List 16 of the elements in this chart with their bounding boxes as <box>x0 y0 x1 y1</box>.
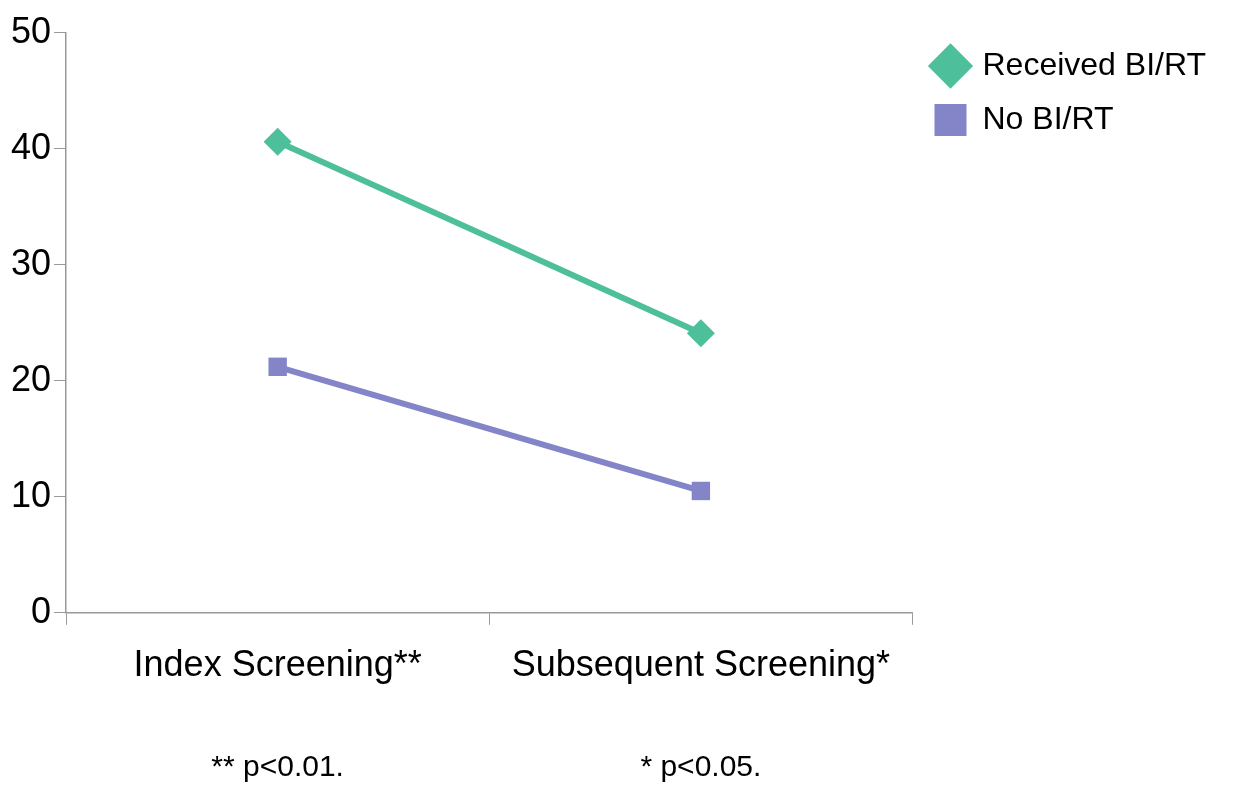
x-tick-label: Subsequent Screening* <box>511 643 891 685</box>
point <box>691 481 711 501</box>
y-tick-label: 40 <box>11 125 52 167</box>
point <box>263 127 292 156</box>
legend-label: Received BI/RT <box>982 45 1206 82</box>
legend-label: No BI/RT <box>982 99 1114 136</box>
y-tick-label: 0 <box>31 589 52 631</box>
point <box>268 357 287 376</box>
text: ** p<0.01. <box>211 749 344 782</box>
y-tick-label: 30 <box>11 241 52 283</box>
point <box>686 319 715 348</box>
y-tick-label: 10 <box>11 473 52 515</box>
text: * p<0.05. <box>640 749 762 782</box>
y-tick-label: 20 <box>11 357 52 399</box>
y-tick-label: 50 <box>11 9 52 51</box>
x-tick-label: Index Screening** <box>133 643 422 685</box>
